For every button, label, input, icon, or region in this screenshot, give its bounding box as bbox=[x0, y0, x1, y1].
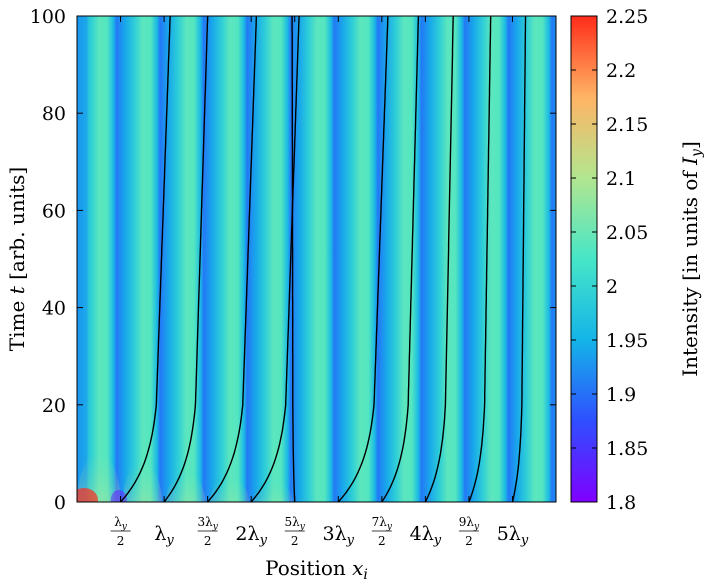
y-tick-label-0: 0 bbox=[54, 492, 66, 514]
heatmap-stripe-0 bbox=[29, 16, 73, 502]
warm-region-4 bbox=[209, 477, 249, 502]
heatmap-stripe-12 bbox=[551, 16, 556, 502]
y-tick-label-3: 60 bbox=[42, 200, 66, 222]
colorbar-frame bbox=[570, 15, 598, 503]
colorbar-tick-label-5: 2.05 bbox=[606, 222, 648, 244]
x-tick-denominator-0: 2 bbox=[117, 534, 125, 548]
x-tick-label-7: 4λy bbox=[410, 523, 442, 548]
heatmap-stripe-7 bbox=[333, 16, 379, 502]
colorbar-tick-label-1: 1.85 bbox=[606, 438, 648, 460]
colorbar-scale bbox=[571, 16, 597, 502]
heatmap-stripe-2 bbox=[116, 16, 161, 502]
heatmap-stripe-3 bbox=[159, 16, 204, 502]
warm-region-2 bbox=[122, 463, 162, 502]
heatmap-stripe-11 bbox=[508, 16, 553, 502]
trajectory-10 bbox=[511, 16, 527, 502]
colorbar-ticks: 1.8 1.85 1.9 1.95 2 2.05 2.1 2.15 2.2 2.25 bbox=[571, 6, 648, 514]
x-tick-denominator-8: 2 bbox=[465, 534, 473, 548]
trajectory-8 bbox=[424, 16, 454, 502]
colorbar-label: Intensity [in units of Iy] bbox=[678, 141, 705, 377]
trajectory-3 bbox=[207, 16, 258, 502]
colorbar-tick-label-0: 1.8 bbox=[606, 492, 636, 514]
y-axis: 0 20 40 60 80 100 bbox=[30, 6, 556, 514]
trajectory-9 bbox=[468, 16, 492, 502]
x-tick-text-3: 2λy bbox=[235, 523, 267, 548]
colorbar-tick-label-2: 1.9 bbox=[606, 384, 636, 406]
heatmap-stripe-6 bbox=[290, 16, 335, 502]
x-tick-text-1: λy bbox=[154, 523, 174, 548]
y-tick-label-1: 20 bbox=[42, 395, 66, 417]
origin-coldspot bbox=[110, 490, 127, 502]
trajectory-1 bbox=[119, 16, 171, 502]
trajectory-2 bbox=[163, 16, 209, 502]
x-tick-text-7: 4λy bbox=[410, 523, 442, 548]
x-tick-numerator-4: 5λy bbox=[285, 515, 306, 532]
heatmap-stripe-8 bbox=[377, 16, 422, 502]
colorbar: 1.8 1.85 1.9 1.95 2 2.05 2.1 2.15 2.2 2.25 bbox=[570, 6, 648, 514]
colorbar-tick-label-6: 2.1 bbox=[606, 168, 636, 190]
y-tick-label-2: 40 bbox=[42, 298, 66, 320]
trajectory-6 bbox=[337, 16, 389, 502]
x-tick-numerator-6: 7λy bbox=[372, 515, 393, 532]
y-tick-label-5: 100 bbox=[30, 6, 66, 28]
warm-region-5 bbox=[253, 482, 293, 502]
warm-region-3 bbox=[166, 472, 206, 502]
trajectory-7 bbox=[381, 16, 420, 502]
trajectory-5 bbox=[291, 16, 296, 502]
origin-hotspot bbox=[77, 488, 98, 502]
trajectory-4 bbox=[250, 16, 300, 502]
x-tick-label-5: 3λy bbox=[323, 523, 355, 548]
plot-frame bbox=[76, 15, 557, 503]
x-tick-numerator-2: 3λy bbox=[197, 515, 218, 532]
heatmap-field bbox=[29, 16, 556, 502]
x-tick-label-1: λy bbox=[154, 523, 174, 548]
heatmap-left-band bbox=[77, 16, 88, 502]
x-tick-label-0: λy 2 bbox=[110, 515, 131, 548]
heatmap-stripe-4 bbox=[203, 16, 248, 502]
x-tick-label-9: 5λy bbox=[497, 523, 529, 548]
x-tick-numerator-8: 9λy bbox=[459, 515, 480, 532]
particle-trajectories bbox=[119, 16, 527, 502]
initial-transient-region bbox=[77, 453, 293, 502]
colorbar-tick-label-8: 2.2 bbox=[606, 60, 636, 82]
plot-area bbox=[29, 16, 556, 502]
colorbar-tick-label-4: 2 bbox=[606, 276, 618, 298]
y-axis-label: Time t [arb. units] bbox=[5, 167, 29, 351]
heatmap-stripe-9 bbox=[421, 16, 466, 502]
x-tick-denominator-4: 2 bbox=[291, 534, 299, 548]
x-tick-denominator-2: 2 bbox=[204, 534, 212, 548]
y-tick-label-4: 80 bbox=[42, 103, 66, 125]
x-tick-text-5: 3λy bbox=[323, 523, 355, 548]
x-tick-text-9: 5λy bbox=[497, 523, 529, 548]
x-tick-numerator-0: λy bbox=[114, 515, 128, 532]
x-axis-label: Position xi bbox=[265, 556, 368, 582]
x-tick-denominator-6: 2 bbox=[378, 534, 386, 548]
colorbar-tick-label-3: 1.95 bbox=[606, 330, 648, 352]
colorbar-tick-label-7: 2.15 bbox=[606, 114, 648, 136]
x-tick-label-3: 2λy bbox=[235, 523, 267, 548]
colorbar-tick-label-9: 2.25 bbox=[606, 6, 648, 28]
